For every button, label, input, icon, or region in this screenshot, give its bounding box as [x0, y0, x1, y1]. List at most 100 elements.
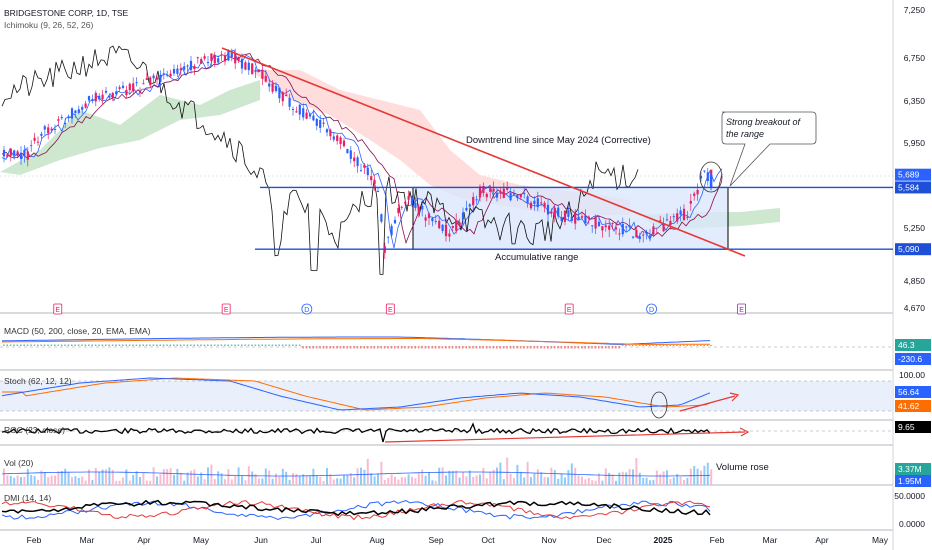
candle-body [172, 69, 176, 74]
macd-histogram-bar [288, 344, 291, 346]
candle-body [502, 188, 505, 198]
volume-bar [383, 479, 386, 485]
volume-bar [434, 480, 437, 485]
dmi-legend[interactable]: DMI (14, 14) [4, 493, 52, 503]
candle-body [26, 151, 29, 160]
volume-bar [574, 467, 577, 485]
volume-bar [254, 474, 257, 485]
candle-body [601, 226, 604, 231]
volume-bar [43, 472, 46, 485]
macd-histogram-bar [207, 344, 209, 346]
lagging-span [1, 45, 639, 275]
volume-bar [176, 468, 179, 485]
volume-bar [598, 473, 600, 485]
candle-body [240, 58, 244, 69]
candle-body [23, 149, 26, 156]
volume-bar [632, 469, 634, 485]
ichimoku-lines [1, 45, 723, 275]
volume-bar [64, 468, 67, 485]
roc-legend[interactable]: ROC (23, close) [4, 425, 65, 435]
volume-bar [135, 471, 138, 485]
volume-bar [618, 472, 621, 485]
volume-legend[interactable]: Vol (20) [4, 458, 34, 468]
candle-body [210, 53, 213, 61]
volume-bar [645, 477, 648, 485]
volume-bar [499, 462, 502, 485]
volume-bar [30, 475, 33, 485]
candle-body [682, 208, 686, 221]
volume-bar [319, 476, 322, 485]
candle-body [81, 107, 84, 110]
candle-body [635, 229, 638, 238]
price-axis[interactable]: 7,250 6,750 6,350 5,950 5,250 4,850 4,670 [904, 5, 926, 313]
candle-body [305, 112, 308, 119]
macd-histogram-bar [54, 344, 56, 346]
macd-histogram-bar [652, 345, 654, 346]
time-axis[interactable]: Feb Mar Apr May Jun Jul Aug Sep Oct Nov Dec 2025 Feb… [27, 535, 889, 545]
price-tick: 5,950 [904, 138, 926, 148]
candle-body [577, 216, 580, 220]
volume-bar [353, 477, 356, 485]
time-tick: Oct [481, 535, 495, 545]
volume-bar [9, 475, 12, 485]
volume-bar [343, 474, 345, 485]
candle-body [676, 213, 679, 222]
candle-body [356, 157, 359, 167]
volume-bar [241, 475, 243, 485]
candle-body [268, 83, 271, 87]
macd-histogram-bar [621, 345, 624, 346]
volume-bar [271, 478, 274, 485]
macd-histogram-bar [295, 344, 297, 346]
stoch-arrow [679, 395, 736, 412]
ichimoku-legend[interactable]: Ichimoku (9, 26, 52, 26) [4, 20, 94, 30]
candle-body [557, 207, 560, 217]
volume-bar [203, 479, 206, 485]
candle-body [230, 52, 233, 58]
candle-body [604, 225, 607, 228]
volume-bar [329, 474, 332, 485]
dividend-marker [301, 303, 313, 315]
volume-bar [506, 457, 509, 485]
candle-body [13, 150, 16, 156]
candle-body [618, 233, 621, 235]
volume-bar [431, 480, 434, 485]
volume-bar [594, 480, 597, 485]
volume-bar [397, 479, 400, 485]
candle-body [414, 202, 417, 208]
volume-bar [492, 469, 495, 485]
macd-histogram-bar [615, 346, 617, 349]
candle-body [567, 210, 570, 217]
candle-body [529, 202, 533, 209]
macd-histogram-bar [241, 344, 243, 346]
stoch-legend[interactable]: Stoch (62, 12, 12) [4, 376, 72, 386]
time-tick: May [872, 535, 889, 545]
chart-title[interactable]: BRIDGESTONE CORP, 1D, TSE [4, 8, 129, 18]
candle-body [60, 117, 63, 119]
earnings-marker [737, 303, 747, 315]
breakout-callout-line1: Strong breakout of [726, 117, 802, 127]
volume-bar [244, 480, 247, 485]
macd-histogram-bar [71, 344, 73, 346]
macd-histogram-bar [278, 344, 280, 346]
macd-legend[interactable]: MACD (50, 200, close, 20, EMA, EMA) [4, 326, 151, 336]
volume-bar [377, 473, 379, 485]
macd-histogram-bar [264, 344, 267, 346]
candle-body [451, 226, 454, 228]
candle-body [115, 91, 118, 95]
volume-ma-tag: 1.95M [898, 476, 922, 486]
macd-histogram-bar [224, 344, 226, 346]
macd-histogram-bar [169, 344, 172, 346]
candle-body [400, 206, 403, 208]
candle-body [550, 211, 553, 214]
candle-body [87, 96, 91, 101]
candle-body [574, 213, 577, 224]
macd-histogram-bar [424, 346, 427, 349]
candle-body [108, 96, 111, 98]
volume-bar [145, 480, 148, 485]
candle-body [499, 190, 502, 193]
volume-bar [366, 458, 369, 485]
price-tick: 7,250 [904, 5, 926, 15]
candle-body [543, 202, 546, 208]
stoch-band [0, 381, 893, 411]
volume-bar [581, 476, 583, 485]
